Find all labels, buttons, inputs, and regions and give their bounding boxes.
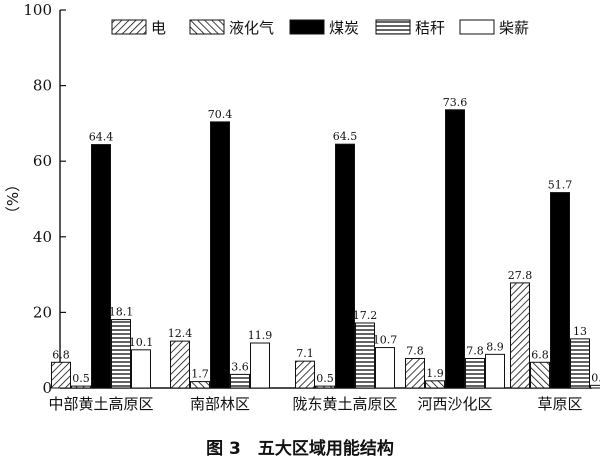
data-label: 3.6 xyxy=(231,360,249,373)
data-label: 27.8 xyxy=(508,269,533,282)
bar-液化气 xyxy=(530,361,550,389)
bar-电 xyxy=(295,360,315,389)
bar-柴薪 xyxy=(590,384,600,389)
bar-液化气 xyxy=(71,385,91,389)
bar-液化气 xyxy=(425,380,445,389)
data-label: 51.7 xyxy=(548,179,573,192)
legend-swatch xyxy=(111,19,147,35)
data-label: 73.6 xyxy=(443,96,468,109)
legend-label: 秸秆 xyxy=(415,19,445,37)
y-tick-label: 100 xyxy=(23,1,52,19)
y-tick-label: 40 xyxy=(33,228,52,246)
bar-电 xyxy=(405,358,425,389)
data-label: 70.4 xyxy=(208,108,233,121)
bar-煤炭 xyxy=(550,192,570,389)
data-label: 6.8 xyxy=(52,348,70,361)
data-label: 13 xyxy=(573,325,587,338)
category-label: 草原区 xyxy=(537,395,582,413)
bar-液化气 xyxy=(315,385,335,389)
bar-秸秆 xyxy=(355,322,375,389)
bar-电 xyxy=(170,340,190,389)
data-label: 12.4 xyxy=(168,327,193,340)
bar-煤炭 xyxy=(210,121,230,389)
data-label: 8.9 xyxy=(486,340,504,353)
y-tick-label: 20 xyxy=(33,303,52,321)
bar-煤炭 xyxy=(335,143,355,389)
category-label: 河西沙化区 xyxy=(417,395,492,413)
y-tick-label: 80 xyxy=(33,77,52,95)
legend: 电 液化气 煤炭 秸秆 柴薪 xyxy=(111,19,529,37)
y-axis-label: （%） xyxy=(4,177,22,221)
data-label: 64.5 xyxy=(333,130,358,143)
data-label: 64.4 xyxy=(89,131,114,144)
bar-秸秆 xyxy=(230,373,250,389)
category-label: 南部林区 xyxy=(190,395,250,413)
data-label: 0.7 xyxy=(591,371,600,384)
data-label: 18.1 xyxy=(109,306,134,319)
legend-label: 柴薪 xyxy=(499,19,529,37)
plot-area: 020406080100（%）6.80.564.418.110.1中部黄土高原区… xyxy=(4,1,600,413)
bar-煤炭 xyxy=(445,109,465,389)
bar-秸秆 xyxy=(570,338,590,389)
y-tick-label: 60 xyxy=(33,152,52,170)
data-label: 7.8 xyxy=(406,345,424,358)
legend-swatch xyxy=(189,19,225,35)
legend-swatch xyxy=(289,19,325,35)
bar-液化气 xyxy=(190,381,210,389)
data-label: 10.7 xyxy=(373,334,398,347)
data-label: 1.7 xyxy=(191,368,209,381)
legend-label: 液化气 xyxy=(229,19,274,37)
legend-label: 电 xyxy=(151,19,166,37)
bar-电 xyxy=(510,282,530,389)
bar-柴薪 xyxy=(485,353,505,389)
data-label: 10.1 xyxy=(129,336,154,349)
bar-chart: 020406080100（%）6.80.564.418.110.1中部黄土高原区… xyxy=(4,1,600,413)
data-label: 0.5 xyxy=(72,372,90,385)
bar-柴薪 xyxy=(131,349,151,389)
data-label: 0.5 xyxy=(316,372,334,385)
data-label: 11.9 xyxy=(248,329,273,342)
category-label: 陇东黄土高原区 xyxy=(292,395,397,413)
bar-煤炭 xyxy=(91,144,111,389)
y-tick-label: 0 xyxy=(42,379,52,397)
bar-柴薪 xyxy=(250,342,270,389)
bar-秸秆 xyxy=(111,319,131,389)
figure-caption: 图 3 五大区域用能结构 xyxy=(206,439,394,459)
bar-柴薪 xyxy=(375,347,395,389)
data-label: 6.8 xyxy=(531,348,549,361)
category-label: 中部黄土高原区 xyxy=(48,395,153,413)
legend-swatch xyxy=(459,19,495,35)
bar-秸秆 xyxy=(465,358,485,389)
legend-swatch xyxy=(375,19,411,35)
data-label: 7.1 xyxy=(296,347,314,360)
data-label: 1.9 xyxy=(426,367,444,380)
data-label: 7.8 xyxy=(466,345,484,358)
data-label: 17.2 xyxy=(353,309,378,322)
legend-label: 煤炭 xyxy=(329,19,359,37)
bar-电 xyxy=(51,361,71,389)
